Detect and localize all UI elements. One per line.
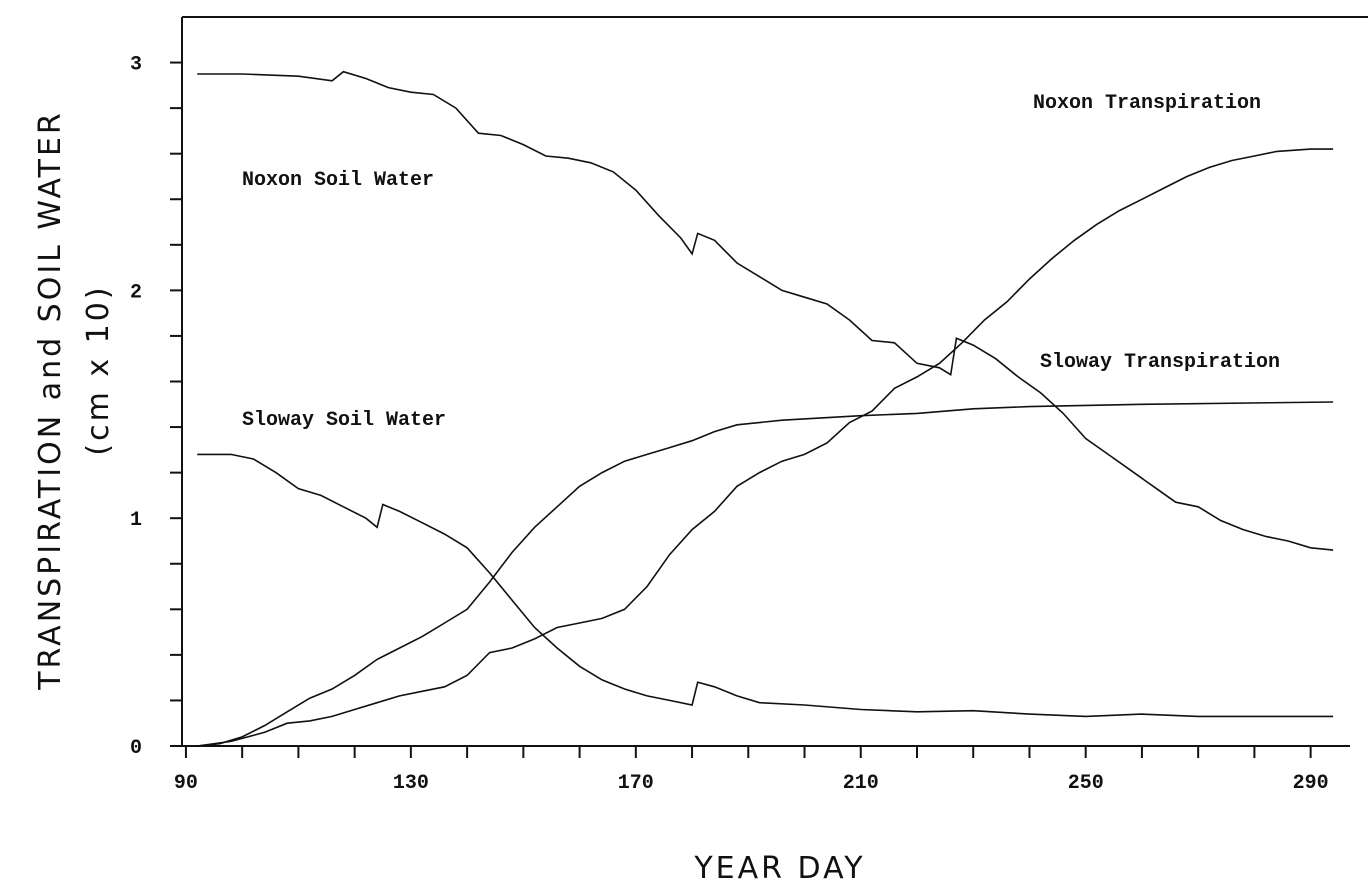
y-tick-label: 1 — [130, 509, 142, 532]
x-axis-label: YEAR DAY — [693, 851, 865, 886]
series-line — [197, 148, 1334, 747]
series-line — [197, 453, 1334, 718]
series-line — [197, 70, 1334, 551]
y-tick-label: 3 — [130, 54, 142, 77]
x-tick-label: 170 — [618, 772, 654, 795]
series-label: Sloway Soil Water — [242, 409, 446, 432]
series-line — [197, 401, 1334, 747]
x-tick-label: 130 — [393, 772, 429, 795]
y-axis-label: TRANSPIRATION and SOIL WATER — [33, 110, 68, 691]
series-label: Noxon Soil Water — [242, 169, 434, 192]
series-label: Sloway Transpiration — [1040, 351, 1280, 374]
x-tick-label: 250 — [1068, 772, 1104, 795]
x-tick-label: 290 — [1293, 772, 1329, 795]
y-tick-label: 2 — [130, 281, 142, 304]
y-tick-label: 0 — [130, 737, 142, 760]
x-tick-label: 210 — [843, 772, 879, 795]
series-label: Noxon Transpiration — [1033, 92, 1261, 115]
y-axis-label: (cm x 10) — [81, 284, 116, 455]
x-tick-label: 90 — [174, 772, 198, 795]
